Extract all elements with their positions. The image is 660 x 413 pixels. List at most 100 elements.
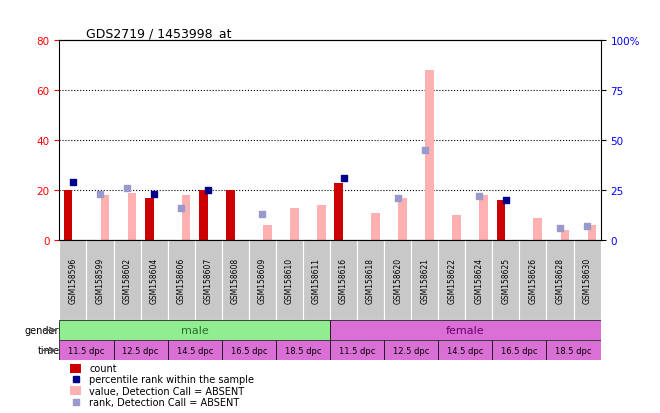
Text: GSM158611: GSM158611 (312, 258, 321, 304)
Text: 18.5 dpc: 18.5 dpc (284, 346, 321, 355)
Bar (64, 191, 73, 241)
Text: count: count (89, 363, 117, 373)
Text: 18.5 dpc: 18.5 dpc (555, 346, 592, 355)
Point (176, 206, 187, 212)
Bar (438, 241, 465, 320)
Bar (114, 340, 168, 361)
Bar (398, 198, 407, 241)
Text: GSM158628: GSM158628 (556, 258, 564, 304)
Bar (411, 241, 438, 320)
Text: 11.5 dpc: 11.5 dpc (68, 346, 105, 355)
Bar (384, 340, 438, 361)
Text: GSM158630: GSM158630 (583, 258, 591, 304)
Text: female: female (446, 325, 484, 335)
Text: rank, Detection Call = ABSENT: rank, Detection Call = ABSENT (89, 396, 240, 407)
Bar (226, 191, 235, 241)
Point (339, 176, 349, 182)
Bar (290, 208, 298, 241)
Text: GSM158616: GSM158616 (339, 258, 348, 304)
Point (257, 211, 268, 218)
Bar (560, 231, 569, 241)
Point (149, 192, 160, 198)
Text: 12.5 dpc: 12.5 dpc (393, 346, 430, 355)
Bar (168, 241, 195, 320)
Text: 14.5 dpc: 14.5 dpc (176, 346, 213, 355)
Bar (546, 241, 574, 320)
Bar (330, 320, 601, 340)
Bar (145, 198, 154, 241)
Text: gender: gender (25, 325, 59, 335)
Bar (276, 241, 303, 320)
Bar (168, 340, 222, 361)
Text: value, Detection Call = ABSENT: value, Detection Call = ABSENT (89, 386, 244, 396)
Bar (86, 241, 114, 320)
Bar (249, 241, 276, 320)
Bar (222, 340, 276, 361)
Text: 16.5 dpc: 16.5 dpc (230, 346, 267, 355)
Text: GSM158610: GSM158610 (285, 258, 294, 304)
Bar (222, 241, 249, 320)
Bar (574, 241, 601, 320)
Bar (195, 241, 222, 320)
Text: 16.5 dpc: 16.5 dpc (501, 346, 538, 355)
Text: 12.5 dpc: 12.5 dpc (122, 346, 159, 355)
Bar (59, 241, 86, 320)
Text: GSM158618: GSM158618 (366, 258, 375, 304)
Bar (371, 214, 379, 241)
Point (474, 194, 484, 200)
Text: GSM158599: GSM158599 (96, 258, 104, 304)
Bar (141, 241, 168, 320)
Bar (587, 226, 596, 241)
Bar (425, 71, 434, 241)
Bar (335, 183, 343, 241)
Text: GSM158621: GSM158621 (420, 258, 429, 304)
Bar (519, 241, 546, 320)
Text: GSM158625: GSM158625 (502, 258, 510, 304)
Bar (100, 196, 109, 241)
Bar (317, 206, 325, 241)
Bar (330, 340, 384, 361)
Text: GSM158620: GSM158620 (393, 258, 402, 304)
Bar (452, 216, 461, 241)
Text: time: time (37, 345, 59, 356)
Bar (127, 193, 136, 241)
Bar (70, 364, 81, 373)
Text: 11.5 dpc: 11.5 dpc (339, 346, 376, 355)
Text: male: male (181, 325, 209, 335)
Text: percentile rank within the sample: percentile rank within the sample (89, 375, 254, 385)
Text: 14.5 dpc: 14.5 dpc (447, 346, 484, 355)
Bar (276, 340, 330, 361)
Point (203, 188, 214, 194)
Bar (479, 196, 488, 241)
Bar (303, 241, 330, 320)
Text: GSM158596: GSM158596 (69, 258, 77, 304)
Bar (70, 386, 81, 395)
Bar (438, 340, 492, 361)
Bar (533, 218, 542, 241)
Bar (330, 241, 357, 320)
Bar (497, 201, 506, 241)
Bar (384, 241, 411, 320)
Bar (492, 241, 519, 320)
Text: GSM158608: GSM158608 (231, 258, 240, 304)
Text: GDS2719 / 1453998_at: GDS2719 / 1453998_at (86, 27, 232, 40)
Bar (59, 320, 330, 340)
Point (582, 223, 593, 230)
Text: GSM158622: GSM158622 (447, 258, 456, 304)
Text: GSM158626: GSM158626 (529, 258, 537, 304)
Bar (546, 340, 601, 361)
Bar (59, 340, 114, 361)
Text: GSM158607: GSM158607 (204, 258, 213, 304)
Bar (114, 241, 141, 320)
Point (68, 180, 79, 186)
Bar (263, 226, 271, 241)
Text: GSM158606: GSM158606 (177, 258, 185, 304)
Point (501, 197, 512, 204)
Point (392, 196, 403, 202)
Text: GSM158604: GSM158604 (150, 258, 158, 304)
Text: GSM158624: GSM158624 (475, 258, 483, 304)
Bar (357, 241, 384, 320)
Point (121, 185, 132, 192)
Bar (492, 340, 546, 361)
Bar (182, 196, 190, 241)
